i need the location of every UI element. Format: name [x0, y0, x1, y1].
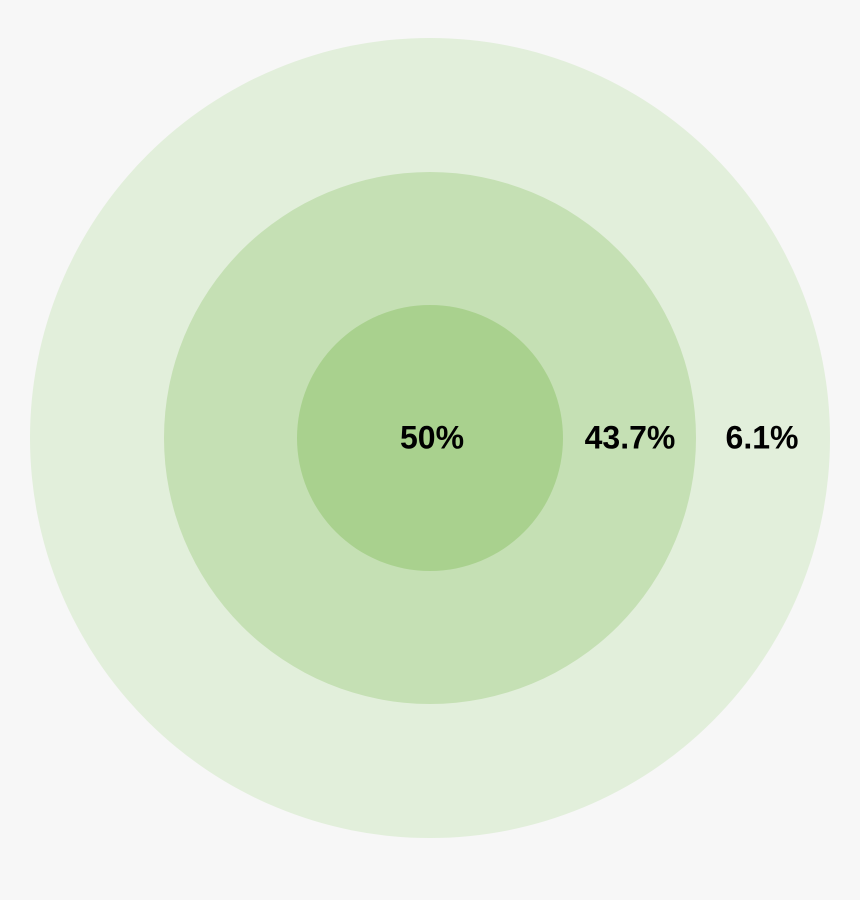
inner-label: 50%: [400, 419, 464, 455]
outer-label: 6.1%: [726, 419, 799, 455]
inner-ring: [297, 305, 563, 571]
middle-label: 43.7%: [585, 419, 676, 455]
